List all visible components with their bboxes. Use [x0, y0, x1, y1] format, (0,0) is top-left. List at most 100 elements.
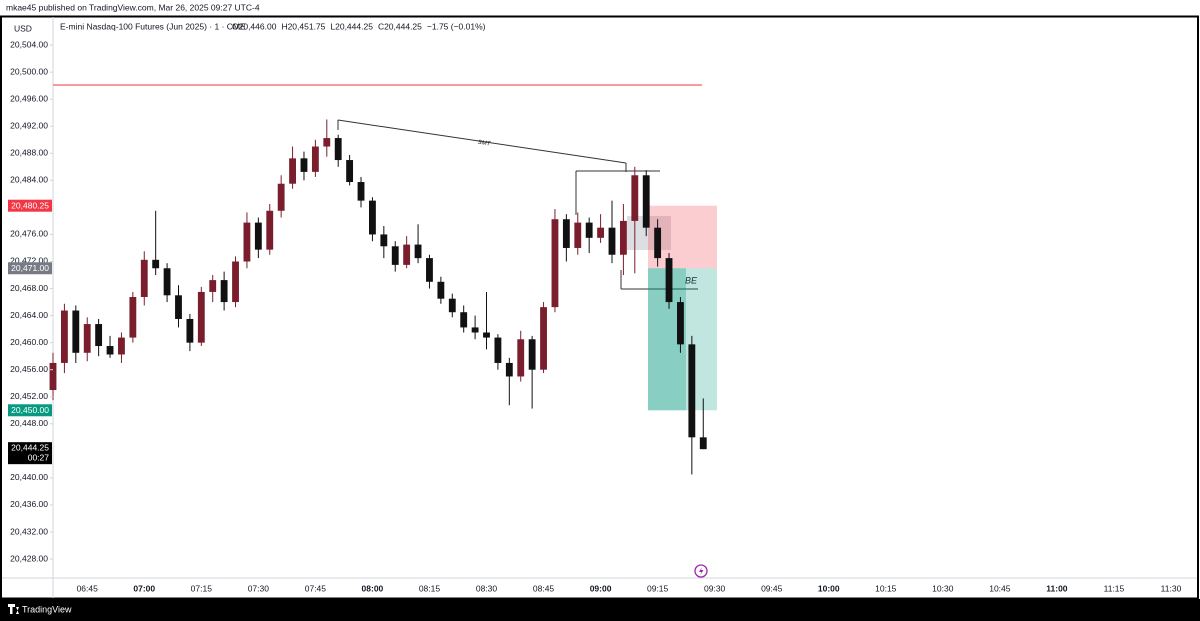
be-label: BE	[685, 275, 698, 285]
x-tick-label: 10:45	[989, 583, 1011, 593]
y-tick-label: 20,484.00	[10, 175, 48, 185]
candle-body	[574, 222, 582, 248]
candle-body	[357, 182, 365, 201]
brand: TradingView	[22, 604, 72, 614]
candle-body	[494, 337, 502, 363]
candle-body	[380, 234, 388, 247]
x-tick-label: 07:00	[133, 583, 155, 593]
candle-body	[106, 346, 114, 355]
symbol-title: E-mini Nasdaq-100 Futures (Jun 2025) · 1…	[60, 21, 246, 31]
candle-body	[60, 310, 68, 363]
footer-bar	[0, 599, 1200, 621]
candle-body	[562, 219, 570, 248]
y-tick-label: 20,456.00	[10, 364, 48, 374]
chart-frame	[0, 15, 1199, 600]
legend-value: H20,451.75	[281, 21, 325, 31]
candle-body	[437, 281, 445, 299]
candle-body	[186, 318, 194, 343]
candle-body	[551, 219, 559, 308]
candle-body	[642, 175, 650, 228]
smt-line	[337, 119, 627, 164]
x-tick-label: 07:45	[305, 583, 327, 593]
candle-body	[540, 307, 547, 370]
y-tick-label: 20,492.00	[10, 120, 48, 130]
y-tick-label: 20,464.00	[10, 310, 48, 320]
candle-body	[118, 337, 125, 355]
x-tick-label: 08:45	[533, 583, 555, 593]
candles	[49, 119, 707, 475]
legend-value: L20,444.25	[330, 21, 373, 31]
x-tick-label: 08:30	[476, 583, 498, 593]
candle-body	[95, 324, 103, 347]
candle-body	[289, 158, 296, 184]
candle-body	[209, 280, 217, 292]
candle-body	[391, 246, 399, 265]
candle-body	[323, 138, 331, 147]
x-tick-label: 10:00	[818, 583, 840, 593]
candle-body	[403, 244, 411, 265]
stop-badge	[8, 199, 52, 212]
candle-body	[505, 362, 513, 377]
candle-body	[448, 298, 456, 313]
x-tick-label: 11:15	[1104, 583, 1125, 593]
candle-body	[426, 258, 433, 282]
candle-body	[220, 280, 228, 303]
candle-body	[140, 259, 148, 297]
x-tick-label: 09:15	[647, 583, 669, 593]
y-tick-label: 20,468.00	[10, 283, 48, 293]
candle-body	[83, 324, 91, 353]
countdown: 00:27	[28, 452, 50, 462]
candle-body	[597, 227, 605, 238]
x-tick-label: 09:30	[704, 583, 726, 593]
candle-body	[585, 222, 593, 238]
x-tick-label: 11:30	[1161, 583, 1182, 593]
candle-body	[346, 160, 354, 183]
candle-body	[677, 302, 684, 345]
y-tick-label: 20,476.00	[10, 229, 48, 239]
candle-body	[517, 339, 525, 377]
entry-badge-label: 20,471.00	[11, 263, 49, 273]
y-tick-label: 20,452.00	[10, 391, 48, 401]
candle-body	[163, 268, 171, 296]
candle-body	[175, 295, 182, 319]
x-tick-label: 09:45	[761, 583, 783, 593]
candle-body	[654, 227, 662, 259]
x-tick-label: 06:45	[77, 583, 99, 593]
y-tick-label: 20,428.00	[10, 553, 48, 563]
brand-logo	[8, 604, 19, 614]
candle-body	[72, 310, 80, 353]
candle-body	[254, 222, 262, 250]
last-price-label: 20,444.25	[11, 442, 49, 452]
x-tick-label: 08:00	[362, 583, 384, 593]
candle-body	[129, 297, 137, 338]
candle-body	[699, 437, 707, 450]
y-tick-label: 20,440.00	[10, 472, 48, 482]
candle-body	[369, 200, 376, 235]
candle-body	[197, 291, 205, 343]
x-tick-label: 09:00	[590, 583, 612, 593]
candle-body	[243, 222, 251, 262]
candle-body	[528, 339, 536, 370]
candle-body	[277, 183, 285, 211]
candle-body	[152, 259, 160, 269]
target-badge	[8, 404, 52, 417]
y-tick-label: 20,496.00	[10, 93, 48, 103]
x-tick-label: 08:15	[419, 583, 441, 593]
y-tick-label: 20,460.00	[10, 337, 48, 347]
stop-badge-label: 20,480.25	[11, 200, 49, 210]
target-badge-label: 20,450.00	[11, 405, 49, 415]
x-tick-label: 10:15	[875, 583, 897, 593]
candle-body	[266, 210, 274, 250]
currency: USD	[14, 23, 32, 33]
candle-body	[665, 258, 673, 303]
y-tick-label: 20,504.00	[10, 39, 48, 49]
y-tick-label: 20,500.00	[10, 66, 48, 76]
x-tick-label: 07:30	[248, 583, 270, 593]
x-tick-label: 10:30	[932, 583, 954, 593]
x-tick-label: 07:15	[191, 583, 213, 593]
position-tool	[648, 205, 717, 411]
candle-body	[232, 261, 239, 303]
y-tick-label: 20,436.00	[10, 499, 48, 509]
candle-body	[483, 332, 490, 338]
candle-body	[300, 158, 308, 172]
